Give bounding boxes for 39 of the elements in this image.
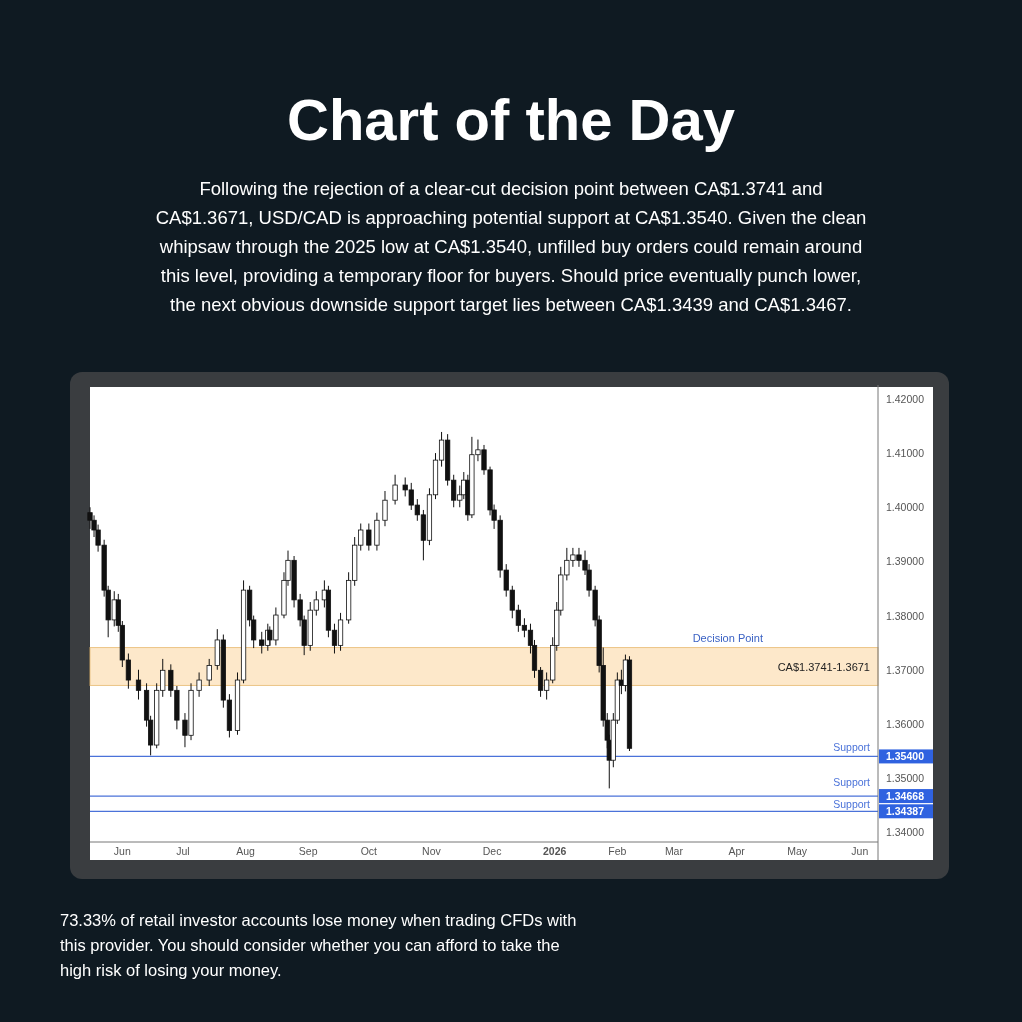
x-tick-label: Sep: [298, 845, 318, 857]
x-tick-label: Jun: [851, 845, 869, 857]
candlestick: [366, 523, 372, 552]
x-tick-label: Jul: [176, 845, 190, 857]
y-tick-label: 1.37000: [886, 663, 925, 676]
y-tick-label: 1.34000: [886, 826, 925, 839]
x-tick-label: May: [787, 845, 808, 857]
y-tick-label: 1.38000: [886, 609, 925, 622]
y-tick-label: 1.34668: [886, 790, 925, 803]
x-tick-label: Oct: [360, 845, 378, 857]
candlestick: [196, 671, 202, 698]
annotation: CA$1.3741-1.3671: [777, 660, 870, 673]
x-tick-label: Apr: [728, 845, 746, 857]
y-tick-label: 1.35000: [886, 772, 925, 785]
x-tick-label: Aug: [236, 845, 256, 857]
text: 73.33% of retail investor accounts lose money when trading CFDs with this provider. You should consider whether you can afford to take the high risk of losing your money.: [60, 910, 578, 981]
candlestick: [135, 669, 142, 701]
chart-subtitle: Following the rejection of a clear-cut decision point between CA$1.3741 and CA$1.3671, USD/CAD is approaching potential support at CA$1.3540. Given the clean whipsaw through the 2025 low at CA$1.3540, unfilled buy orders could remain around this level, providing a temporary floor for buyers. Should price eventually punch lower, the next obvious downside support target lies between CA$1.3439 and CA$1.3467.: [154, 177, 868, 317]
x-tick-label: Feb: [608, 845, 627, 857]
y-tick-label: 1.42000: [886, 392, 925, 405]
candlestick: [392, 474, 398, 506]
y-tick-label: 1.35400: [886, 750, 925, 763]
x-tick-label: 2026: [543, 845, 567, 857]
band-label: Decision Point: [692, 631, 763, 644]
x-tick-label: Mar: [664, 845, 684, 857]
candlestick: [382, 490, 388, 527]
x-tick-label: Dec: [482, 845, 502, 857]
ref-line-label: Support: [833, 776, 871, 789]
x-tick-label: Jun: [113, 845, 131, 857]
ref-line-label: Support: [833, 741, 871, 754]
y-tick-label: 1.40000: [886, 501, 925, 514]
ref-line-label: Support: [833, 798, 871, 811]
y-tick-label: 1.34387: [886, 805, 925, 818]
chart-title: Chart of the Day: [287, 87, 735, 152]
y-tick-label: 1.36000: [886, 717, 925, 730]
y-tick-label: 1.39000: [886, 555, 925, 568]
x-tick-label: Nov: [422, 845, 442, 857]
candlestick: [206, 658, 212, 687]
y-tick-label: 1.41000: [886, 447, 925, 460]
